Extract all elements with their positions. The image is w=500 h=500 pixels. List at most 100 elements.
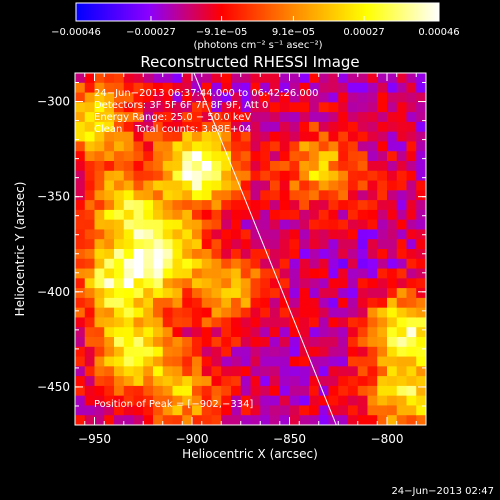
heatmap-cell [279, 249, 291, 260]
heatmap-cell [114, 405, 125, 416]
heatmap-cell [260, 405, 271, 416]
peak-position-label: Position of Peak = [−902,−334] [94, 399, 253, 410]
heatmap-cell [104, 307, 115, 319]
heatmap-cell [240, 180, 252, 191]
heatmap-cell [357, 268, 369, 279]
heatmap-cell [377, 229, 388, 240]
heatmap-cell [309, 209, 320, 221]
heatmap-cell [172, 317, 183, 328]
heatmap-cell [367, 170, 378, 182]
heatmap-cell [221, 307, 232, 319]
heatmap-cell [279, 288, 291, 299]
heatmap-cell [387, 415, 398, 425]
heatmap-cell [299, 112, 310, 123]
heatmap-cell [289, 307, 300, 319]
heatmap-cell [192, 239, 203, 250]
heatmap-cell [240, 258, 252, 270]
heatmap-cell [270, 229, 281, 240]
heatmap-cell [240, 268, 252, 279]
heatmap-cell [328, 356, 339, 367]
heatmap-cell [123, 327, 135, 338]
heatmap-cell [211, 395, 222, 407]
heatmap-cell [299, 180, 310, 191]
solar-limb-line [193, 73, 337, 425]
heatmap-cell [133, 366, 144, 377]
heatmap-cell [299, 366, 310, 377]
heatmap-cell [123, 190, 135, 201]
heatmap-cell [201, 376, 213, 387]
heatmap-cell [114, 307, 125, 319]
heatmap-cell [328, 307, 339, 319]
heatmap-cell [201, 288, 213, 299]
heatmap-cell [377, 249, 388, 260]
heatmap-cell [348, 219, 359, 231]
heatmap-cell [133, 327, 144, 338]
heatmap-cell [367, 112, 378, 123]
heatmap-cell [221, 366, 232, 377]
heatmap-cell [221, 405, 232, 416]
heatmap-cell [240, 190, 252, 201]
colorbar-tick-label: 0.00027 [343, 27, 384, 38]
heatmap-cell [133, 180, 144, 191]
heatmap-cell [221, 239, 232, 250]
heatmap-cell [172, 376, 183, 387]
y-tick-label: −400 [37, 285, 70, 299]
heatmap-cell [260, 366, 271, 377]
heatmap-cell [279, 161, 291, 172]
heatmap-cell [75, 151, 86, 162]
heatmap-cell [192, 356, 203, 367]
heatmap-cell [123, 82, 135, 94]
heatmap-cell [240, 200, 252, 211]
heatmap-cell [153, 161, 164, 172]
heatmap-cell [309, 131, 320, 143]
heatmap-cell [133, 317, 144, 328]
heatmap-cell [289, 395, 300, 407]
heatmap-cell [133, 268, 144, 279]
heatmap-cell [318, 92, 330, 103]
heatmap-cell [123, 356, 135, 367]
heatmap-cell [240, 170, 252, 182]
heatmap-cell [406, 170, 417, 182]
heatmap-cell [192, 209, 203, 221]
heatmap-cell [153, 385, 164, 397]
heatmap-cell [416, 356, 426, 367]
heatmap-cell [114, 200, 125, 211]
heatmap-cell [192, 268, 203, 279]
heatmap-cell [162, 151, 174, 162]
heatmap-cell [318, 405, 330, 416]
heatmap-cell [328, 395, 339, 407]
heatmap-cell [367, 73, 378, 84]
heatmap-cell [192, 405, 203, 416]
heatmap-cell [338, 356, 349, 367]
heatmap-cell [328, 209, 339, 221]
heatmap-cell [377, 356, 388, 367]
heatmap-cell [299, 327, 310, 338]
heatmap-cell [114, 209, 125, 221]
heatmap-cell [172, 268, 183, 279]
heatmap-cell [231, 268, 242, 279]
heatmap-cell [94, 307, 105, 319]
heatmap-cell [348, 229, 359, 240]
heatmap-cell [260, 209, 271, 221]
heatmap-cell [270, 415, 281, 425]
heatmap-cell [133, 258, 144, 270]
heatmap-cell [231, 307, 242, 319]
heatmap-cell [279, 258, 291, 270]
heatmap-cell [260, 151, 271, 162]
heatmap-cell [123, 297, 135, 309]
heatmap-cell [289, 161, 300, 172]
heatmap-cell [211, 307, 222, 319]
heatmap-cell [416, 415, 426, 425]
heatmap-cell [84, 92, 96, 103]
heatmap-cell [396, 366, 408, 377]
heatmap-cell [114, 288, 125, 299]
heatmap-cell [84, 239, 96, 250]
heatmap-cell [260, 121, 271, 133]
heatmap-cell [221, 337, 232, 348]
heatmap-cell [377, 317, 388, 328]
annotation-energy: Energy Range: 25.0 − 50.0 keV [94, 112, 251, 123]
heatmap-cell [387, 82, 398, 94]
heatmap-cell [250, 405, 261, 416]
heatmap-cell [309, 73, 320, 84]
heatmap-cell [104, 327, 115, 338]
